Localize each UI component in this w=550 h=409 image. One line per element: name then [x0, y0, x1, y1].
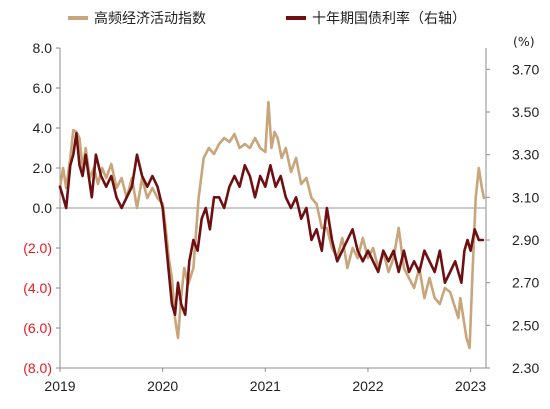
left-tick-label: 6.0: [33, 80, 53, 96]
legend-label-bond-yield: 十年期国债利率（右轴）: [312, 10, 466, 27]
left-axis-ticks: 8.0 6.0 4.0 2.0 0.0 (2.0) (4.0) (6.0) (8.0): [23, 40, 60, 376]
left-tick-label: (8.0): [23, 360, 52, 376]
right-axis-ticks: 3.70 3.50 3.30 3.10 2.90 2.70 2.50 2.30: [486, 61, 539, 376]
right-tick-label: 3.10: [512, 189, 539, 205]
left-tick-label: (2.0): [23, 240, 52, 256]
right-tick-label: 2.50: [512, 317, 539, 333]
legend-item-activity-index: 高频经济活动指数: [68, 10, 206, 27]
x-tick-label: 2021: [250, 378, 281, 394]
legend-item-bond-yield: 十年期国债利率（右轴）: [286, 10, 466, 27]
x-tick-label: 2022: [352, 378, 383, 394]
left-tick-label: (4.0): [23, 280, 52, 296]
series-line-activity-index: [58, 100, 486, 350]
right-tick-label: 2.90: [512, 232, 539, 248]
right-axis-unit: (%): [513, 34, 535, 49]
left-tick-label: 4.0: [33, 120, 53, 136]
x-tick-label: 2019: [44, 378, 75, 394]
left-tick-label: 0.0: [33, 200, 53, 216]
legend: 高频经济活动指数 十年期国债利率（右轴）: [68, 10, 466, 27]
right-tick-label: 3.30: [512, 147, 539, 163]
left-tick-label: (6.0): [23, 320, 52, 336]
right-tick-label: 3.70: [512, 61, 539, 77]
left-tick-label: 2.0: [33, 160, 53, 176]
right-tick-label: 2.30: [512, 360, 539, 376]
left-tick-label: 8.0: [33, 40, 53, 56]
axes: [59, 48, 487, 369]
series-lines: [58, 100, 486, 350]
x-axis-ticks: 2019 2020 2021 2022 2023: [44, 368, 486, 394]
series-line-bond-yield: [58, 132, 485, 317]
x-tick-label: 2023: [455, 378, 486, 394]
right-tick-label: 3.50: [512, 104, 539, 120]
x-tick-label: 2020: [147, 378, 178, 394]
right-tick-label: 2.70: [512, 275, 539, 291]
legend-label-activity-index: 高频经济活动指数: [94, 10, 206, 27]
